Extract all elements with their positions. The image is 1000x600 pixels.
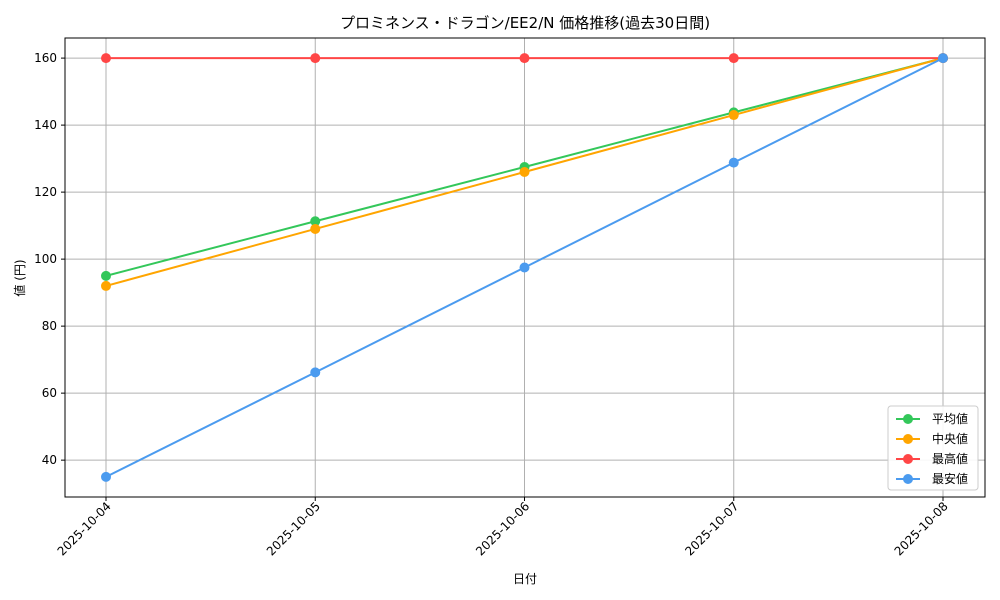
x-tick-label: 2025-10-04	[55, 499, 114, 558]
data-point	[938, 53, 948, 64]
legend-label: 平均値	[932, 411, 968, 426]
legend-item: 最高値	[896, 451, 968, 466]
legend-item: 最安値	[896, 471, 968, 486]
y-tick-label: 80	[42, 319, 57, 333]
legend-item: 平均値	[896, 411, 968, 426]
series-3	[101, 53, 948, 482]
legend-swatch-marker	[903, 414, 913, 424]
legend-item: 中央値	[896, 431, 968, 446]
axes: 2025-10-04 2025-10-05 2025-10-06 2025-10-07…	[34, 51, 951, 558]
data-point	[519, 262, 530, 273]
data-point	[728, 53, 739, 64]
legend-swatch-marker	[903, 454, 913, 464]
y-tick-label: 40	[42, 453, 57, 467]
data-point	[310, 367, 321, 378]
data-point	[310, 223, 321, 234]
series-2	[101, 53, 948, 64]
x-tick-label: 2025-10-08	[892, 499, 951, 558]
legend-label: 最安値	[932, 471, 968, 486]
y-tick-label: 140	[34, 118, 57, 132]
legend-label: 中央値	[932, 431, 968, 446]
legend-box	[887, 405, 979, 491]
data-point	[101, 53, 111, 64]
y-axis-label: 値 (円)	[12, 259, 27, 296]
x-tick-label: 2025-10-05	[264, 499, 323, 558]
data-point	[519, 167, 530, 178]
legend-swatch-marker	[903, 474, 913, 484]
data-point	[101, 270, 111, 281]
y-tick-label: 100	[34, 252, 57, 266]
legend-label: 最高値	[932, 451, 968, 466]
data-point	[728, 110, 739, 121]
data-point	[728, 157, 739, 168]
data-point	[101, 471, 111, 482]
y-tick-label: 60	[42, 386, 57, 400]
data-point	[310, 216, 321, 227]
data-point	[519, 53, 530, 64]
series-layer	[101, 53, 948, 482]
chart-title: プロミネンス・ドラゴン/EE2/N 価格推移(過去30日間)	[340, 14, 710, 32]
legend-swatch-marker	[903, 434, 913, 444]
y-tick-label: 120	[34, 185, 57, 199]
data-point	[310, 53, 321, 64]
y-tick-label: 160	[34, 51, 57, 65]
x-tick-label: 2025-10-06	[473, 499, 532, 558]
data-point	[101, 280, 111, 291]
x-tick-label: 2025-10-07	[682, 499, 741, 558]
x-axis-label: 日付	[513, 572, 537, 586]
